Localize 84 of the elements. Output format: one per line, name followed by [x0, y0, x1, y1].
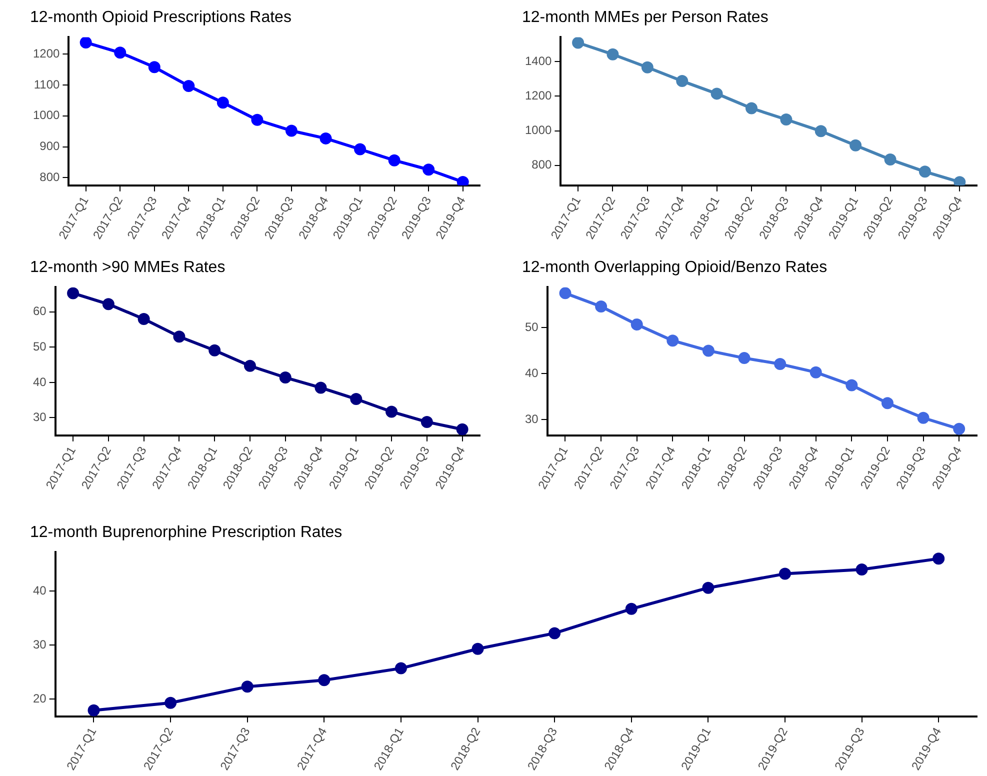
point [850, 139, 862, 152]
y-tick-label: 1100 [34, 77, 60, 92]
point [285, 124, 298, 137]
y-tick-label: 50 [524, 320, 539, 334]
point [702, 344, 714, 357]
point [954, 176, 966, 186]
point [420, 416, 433, 428]
point [386, 406, 398, 418]
point [114, 46, 126, 59]
point [354, 143, 366, 156]
point [251, 114, 264, 126]
point [774, 358, 786, 370]
y-tick-label: 40 [32, 374, 47, 389]
point [422, 164, 435, 176]
point [148, 61, 160, 74]
point [88, 704, 100, 716]
point [314, 382, 327, 394]
point [350, 393, 362, 406]
point [814, 125, 827, 138]
chart-title: 12-month >90 MMEs Rates [30, 259, 226, 276]
y-tick-label: 30 [524, 412, 539, 426]
point [884, 154, 896, 166]
point [666, 334, 679, 347]
y-tick-label: 1000 [524, 123, 552, 138]
y-tick-label: 40 [524, 366, 539, 380]
point [702, 582, 714, 594]
point [216, 96, 229, 109]
point [810, 366, 822, 378]
point [676, 75, 688, 88]
point [778, 568, 791, 580]
point [953, 422, 966, 435]
chart-title: 12-month Overlapping Opioid/Benzo Rates [522, 259, 828, 276]
point [856, 563, 868, 576]
point [595, 300, 608, 313]
point [279, 372, 292, 384]
point [881, 397, 894, 410]
chart-title: 12-month Buprenorphine Prescription Rates [30, 524, 342, 542]
chart-title: 12-month Opioid Prescriptions Rates [30, 9, 292, 26]
point [318, 674, 330, 686]
point [138, 312, 150, 325]
point [244, 360, 256, 372]
point [746, 102, 758, 114]
point [320, 132, 332, 144]
point [918, 166, 931, 178]
point [738, 352, 750, 364]
point [625, 602, 638, 615]
point [710, 88, 723, 100]
point [388, 154, 400, 166]
y-tick-label: 1400 [524, 54, 552, 68]
point [208, 344, 221, 356]
point [780, 114, 792, 126]
point [572, 37, 584, 49]
point [559, 287, 572, 300]
y-tick-label: 60 [32, 304, 47, 318]
y-tick-label: 800 [532, 158, 552, 172]
y-tick-label: 30 [32, 637, 47, 652]
point [606, 48, 619, 60]
point [472, 642, 484, 655]
y-tick-label: 800 [40, 170, 60, 184]
point [164, 696, 177, 709]
point [548, 627, 561, 640]
point [394, 662, 407, 674]
y-tick-label: 30 [32, 410, 47, 424]
point [456, 176, 469, 186]
y-tick-label: 50 [32, 339, 47, 354]
point [173, 330, 186, 343]
y-tick-label: 40 [32, 583, 47, 598]
y-tick-label: 20 [32, 691, 47, 706]
point [641, 61, 654, 74]
point [182, 80, 195, 92]
y-tick-label: 900 [40, 139, 60, 154]
point [932, 552, 945, 565]
point [846, 379, 858, 392]
point [80, 37, 92, 48]
y-tick-label: 1000 [32, 108, 60, 122]
point [917, 412, 930, 424]
y-tick-label: 1200 [32, 46, 60, 60]
point [630, 318, 643, 330]
point [241, 680, 254, 693]
point [67, 287, 80, 300]
chart-title: 12-month MMEs per Person Rates [522, 9, 768, 26]
point [102, 298, 114, 310]
y-tick-label: 1200 [524, 88, 552, 102]
point [456, 423, 468, 436]
